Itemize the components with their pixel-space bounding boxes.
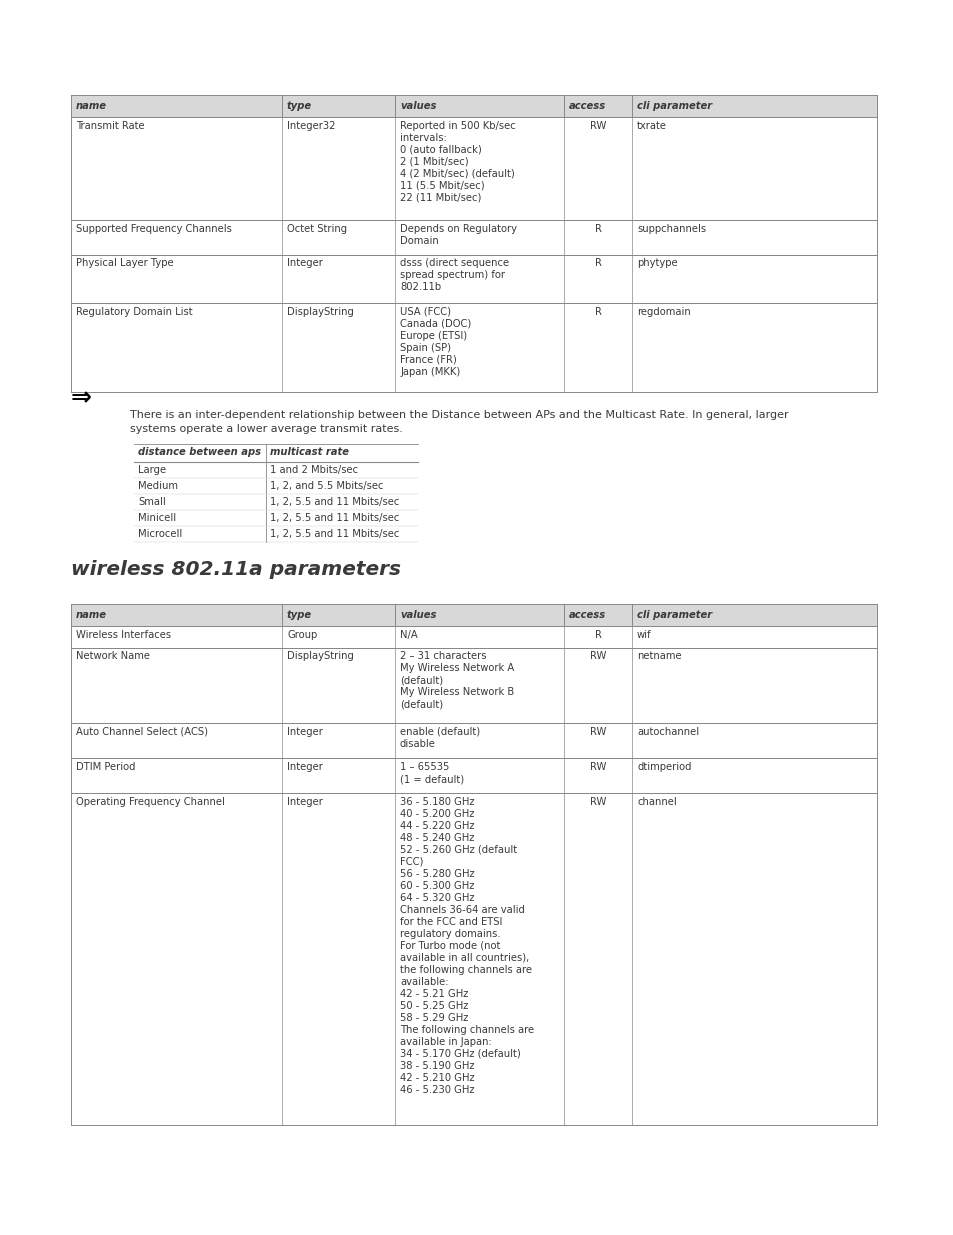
- Text: R: R: [594, 258, 600, 268]
- Text: 1 and 2 Mbits/sec: 1 and 2 Mbits/sec: [270, 466, 357, 475]
- Text: Transmit Rate: Transmit Rate: [76, 121, 145, 131]
- Text: R: R: [594, 224, 600, 233]
- Text: Wireless Interfaces: Wireless Interfaces: [76, 630, 171, 640]
- Text: RW: RW: [589, 652, 605, 662]
- Text: 1, 2, 5.5 and 11 Mbits/sec: 1, 2, 5.5 and 11 Mbits/sec: [270, 513, 399, 522]
- Text: RW: RW: [589, 727, 605, 737]
- Text: 1, 2, 5.5 and 11 Mbits/sec: 1, 2, 5.5 and 11 Mbits/sec: [270, 496, 399, 508]
- Text: wif: wif: [637, 630, 651, 640]
- Text: Auto Channel Select (ACS): Auto Channel Select (ACS): [76, 727, 208, 737]
- Text: values: values: [399, 610, 436, 620]
- Text: access: access: [568, 101, 605, 111]
- Text: Microcell: Microcell: [138, 529, 182, 538]
- Text: 2 – 31 characters
My Wireless Network A
(default)
My Wireless Network B
(default: 2 – 31 characters My Wireless Network A …: [399, 652, 514, 709]
- Text: R: R: [594, 308, 600, 317]
- Text: Large: Large: [138, 466, 166, 475]
- Text: dsss (direct sequence
spread spectrum) for
802.11b: dsss (direct sequence spread spectrum) f…: [399, 258, 509, 293]
- Text: R: R: [594, 630, 600, 640]
- Text: dtimperiod: dtimperiod: [637, 762, 691, 772]
- Text: access: access: [568, 610, 605, 620]
- Text: ⇒: ⇒: [71, 387, 91, 410]
- Text: Integer: Integer: [287, 258, 322, 268]
- Text: netname: netname: [637, 652, 680, 662]
- Text: Small: Small: [138, 496, 166, 508]
- Text: Integer: Integer: [287, 797, 322, 806]
- Text: Medium: Medium: [138, 480, 178, 492]
- Bar: [71, 604, 876, 626]
- Text: name: name: [76, 610, 107, 620]
- Text: name: name: [76, 101, 107, 111]
- Text: 1, 2, 5.5 and 11 Mbits/sec: 1, 2, 5.5 and 11 Mbits/sec: [270, 529, 399, 538]
- Text: Integer32: Integer32: [287, 121, 335, 131]
- Bar: [71, 117, 876, 220]
- Text: enable (default)
disable: enable (default) disable: [399, 727, 479, 748]
- Bar: [71, 647, 876, 722]
- Bar: [71, 793, 876, 1125]
- Text: N/A: N/A: [399, 630, 417, 640]
- Text: multicast rate: multicast rate: [270, 447, 349, 457]
- Text: type: type: [287, 101, 312, 111]
- Text: RW: RW: [589, 797, 605, 806]
- Text: channel: channel: [637, 797, 676, 806]
- Bar: [71, 626, 876, 647]
- Text: Network Name: Network Name: [76, 652, 150, 662]
- Text: Physical Layer Type: Physical Layer Type: [76, 258, 173, 268]
- Text: USA (FCC)
Canada (DOC)
Europe (ETSI)
Spain (SP)
France (FR)
Japan (MKK): USA (FCC) Canada (DOC) Europe (ETSI) Spa…: [399, 308, 471, 377]
- Text: type: type: [287, 610, 312, 620]
- Text: DisplayString: DisplayString: [287, 308, 354, 317]
- Text: Operating Frequency Channel: Operating Frequency Channel: [76, 797, 225, 806]
- Text: RW: RW: [589, 762, 605, 772]
- Text: RW: RW: [589, 121, 605, 131]
- Text: Octet String: Octet String: [287, 224, 347, 233]
- Text: Group: Group: [287, 630, 317, 640]
- Text: Depends on Regulatory
Domain: Depends on Regulatory Domain: [399, 224, 517, 246]
- Bar: [71, 254, 876, 303]
- Text: Supported Frequency Channels: Supported Frequency Channels: [76, 224, 232, 233]
- Bar: [71, 220, 876, 254]
- Text: Integer: Integer: [287, 762, 322, 772]
- Text: 1 – 65535
(1 = default): 1 – 65535 (1 = default): [399, 762, 464, 784]
- Bar: [71, 758, 876, 793]
- Text: There is an inter-dependent relationship between the Distance between APs and th: There is an inter-dependent relationship…: [130, 410, 788, 433]
- Text: DisplayString: DisplayString: [287, 652, 354, 662]
- Text: wireless 802.11a parameters: wireless 802.11a parameters: [71, 559, 400, 579]
- Bar: [71, 722, 876, 758]
- Text: Minicell: Minicell: [138, 513, 176, 522]
- Text: 36 - 5.180 GHz
40 - 5.200 GHz
44 - 5.220 GHz
48 - 5.240 GHz
52 - 5.260 GHz (defa: 36 - 5.180 GHz 40 - 5.200 GHz 44 - 5.220…: [399, 797, 534, 1095]
- Text: distance between aps: distance between aps: [138, 447, 261, 457]
- Text: cli parameter: cli parameter: [637, 610, 711, 620]
- Text: regdomain: regdomain: [637, 308, 690, 317]
- Text: Regulatory Domain List: Regulatory Domain List: [76, 308, 193, 317]
- Bar: [71, 95, 876, 117]
- Bar: [71, 303, 876, 391]
- Text: Reported in 500 Kb/sec
intervals:
0 (auto fallback)
2 (1 Mbit/sec)
4 (2 Mbit/sec: Reported in 500 Kb/sec intervals: 0 (aut…: [399, 121, 516, 203]
- Text: phytype: phytype: [637, 258, 677, 268]
- Text: txrate: txrate: [637, 121, 666, 131]
- Text: cli parameter: cli parameter: [637, 101, 711, 111]
- Text: 1, 2, and 5.5 Mbits/sec: 1, 2, and 5.5 Mbits/sec: [270, 480, 383, 492]
- Text: values: values: [399, 101, 436, 111]
- Text: DTIM Period: DTIM Period: [76, 762, 135, 772]
- Text: autochannel: autochannel: [637, 727, 699, 737]
- Text: Integer: Integer: [287, 727, 322, 737]
- Text: suppchannels: suppchannels: [637, 224, 705, 233]
